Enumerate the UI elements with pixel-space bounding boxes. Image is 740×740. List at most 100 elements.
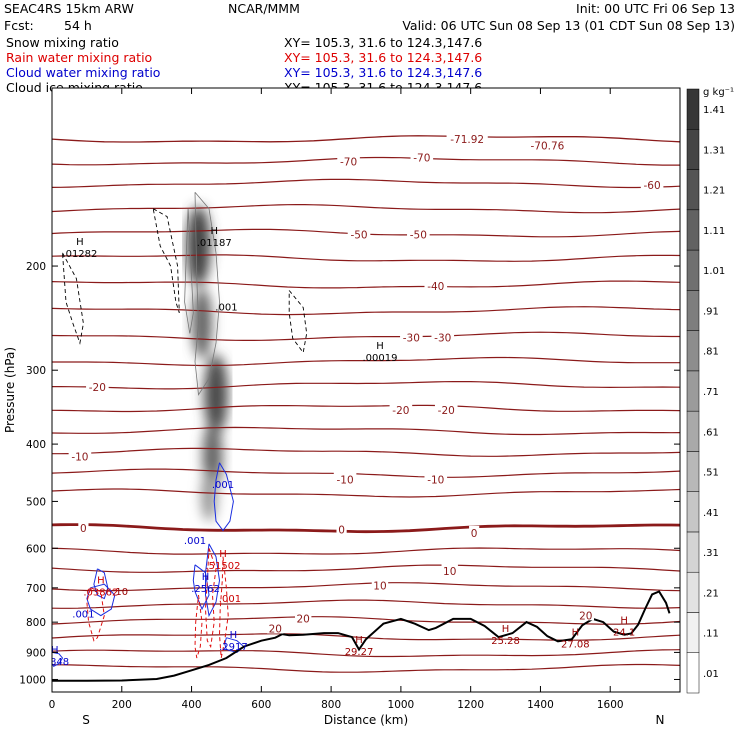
high-marker-value-3: .51502 xyxy=(205,561,240,572)
isotherm-11 xyxy=(52,404,680,413)
contour-labels: -70.76 -71.92 -70 -70 -60 -50 -50 -40 -30 -30 -20 -… xyxy=(40,132,664,668)
contour-label-7: -40 xyxy=(427,281,444,293)
contour-label-bg-13 xyxy=(68,449,92,462)
colorbar-label-8: .81 xyxy=(703,347,719,358)
contour-label-bg-6 xyxy=(407,227,430,240)
high-marker-10: H xyxy=(572,628,580,639)
contour-label-bg-2 xyxy=(410,150,434,163)
colorbar-label-10: 1.01 xyxy=(703,266,725,277)
x-tick-label-0: 0 xyxy=(49,699,56,711)
rain-contour-1 xyxy=(204,548,217,649)
isotherm-3 xyxy=(52,204,680,214)
high-marker-value-2: .00019 xyxy=(362,353,397,364)
rain-contour-2 xyxy=(218,556,229,659)
contour-label-bg-17 xyxy=(336,522,347,535)
shading-blob-4 xyxy=(201,471,217,522)
header: SEAC4RS 15km ARW NCAR/MMM Init: 00 UTC F… xyxy=(4,1,735,95)
contour-label-21: 20 xyxy=(297,614,310,626)
colorbar-bin-4 xyxy=(686,491,700,533)
high-marker-6: H xyxy=(230,630,238,641)
plot-area xyxy=(52,88,680,692)
colorbar-label-11: 1.11 xyxy=(703,226,725,237)
terrain xyxy=(52,590,671,682)
temperature-contours xyxy=(52,135,680,673)
high-marker-value-11: 24.1 xyxy=(613,628,635,639)
y-tick-label-5: 700 xyxy=(26,583,46,595)
high-marker-value-9: 25.28 xyxy=(491,636,520,647)
isotherm-13 xyxy=(52,447,680,457)
high-marker-value-7: .1848 xyxy=(40,657,69,668)
axes: 0 200 400 600 800 1000 1200 1400 160020030040050… xyxy=(19,88,680,711)
shading-blob-0 xyxy=(186,206,211,287)
plot-frame xyxy=(51,87,681,693)
isotherm-17 xyxy=(52,547,680,555)
field-label-snow: Snow mixing ratio xyxy=(6,35,119,50)
high-marker-0: H xyxy=(210,226,218,237)
colorbar-label-0: .01 xyxy=(703,669,719,680)
data-label-1: .001 xyxy=(212,480,234,491)
cloud-water-contour-0 xyxy=(213,462,234,532)
contour-label-23: 20 xyxy=(269,623,282,635)
cloud-water-contour-1 xyxy=(205,543,221,618)
high-marker-value-6: .2917 xyxy=(219,642,248,653)
isotherm-19 xyxy=(52,582,680,592)
y-tick-label-1: 300 xyxy=(26,365,46,377)
contour-label-bg-7 xyxy=(424,278,448,291)
fcst-label: Fcst: xyxy=(4,18,34,33)
data-label-0: .001 xyxy=(215,303,237,314)
fcst-value: 54 h xyxy=(64,18,92,33)
contour-label-18: 0 xyxy=(471,528,478,540)
contour-label-14: -10 xyxy=(336,474,353,486)
isotherm-20 xyxy=(52,599,680,609)
contour-label-bg-1 xyxy=(446,132,488,145)
cloud-water-contour-4 xyxy=(93,568,109,600)
colorbar-label-14: 1.41 xyxy=(703,105,725,116)
y-tick-label-0: 200 xyxy=(26,261,46,273)
colorbar-label-7: .71 xyxy=(703,387,719,398)
isotherm-7 xyxy=(52,306,680,316)
y-tick-label-4: 600 xyxy=(26,543,46,555)
ice-contour-0 xyxy=(194,191,220,396)
high-marker-7: H xyxy=(51,645,59,656)
colorbar-bin-9 xyxy=(686,290,700,331)
contour-label-bg-11 xyxy=(389,402,413,415)
y-tick-label-7: 900 xyxy=(26,647,46,659)
contour-label-bg-14 xyxy=(333,472,357,485)
contour-label-6: -50 xyxy=(410,230,427,242)
isotherm-6 xyxy=(52,280,680,289)
contour-label-bg-16 xyxy=(78,521,89,534)
terrain-line xyxy=(52,590,671,682)
contour-label-bg-0 xyxy=(526,138,569,151)
y-tick-label-3: 500 xyxy=(26,496,46,508)
x-tick-label-5: 1000 xyxy=(388,699,415,711)
contour-label-bg-4 xyxy=(640,178,664,191)
contour-label-12: -20 xyxy=(438,405,455,417)
shading-blob-1 xyxy=(192,288,213,359)
colorbar-label-1: .11 xyxy=(703,629,719,640)
cloud-water-contour-2 xyxy=(192,564,210,611)
contour-label-10: -20 xyxy=(89,382,106,394)
colorbar-label-2: .21 xyxy=(703,588,719,599)
contour-label-bg-3 xyxy=(337,154,360,167)
field-label-rain: Rain water mixing ratio xyxy=(6,50,152,65)
contour-label-bg-20 xyxy=(441,563,458,576)
isotherm-18 xyxy=(52,564,680,573)
contour-label-13: -10 xyxy=(71,452,88,464)
colorbar-label-12: 1.21 xyxy=(703,186,725,197)
contour-label-22: 20 xyxy=(579,610,592,622)
hydrometeor-contours xyxy=(52,191,308,667)
colorbar-label-4: .41 xyxy=(703,508,719,519)
isotherm-15 xyxy=(52,488,680,498)
contour-label-5: -50 xyxy=(350,230,367,242)
colorbar-label-13: 1.31 xyxy=(703,145,725,156)
high-marker-value-8: 29.27 xyxy=(345,647,374,658)
isotherm-16 xyxy=(52,523,680,534)
isotherm-1 xyxy=(52,156,680,166)
snow-contour-0 xyxy=(152,208,180,314)
colorbar-bin-13 xyxy=(686,129,700,170)
contour-label-bg-18 xyxy=(469,525,480,538)
contour-label-bg-10 xyxy=(86,379,109,392)
contour-label-20: 10 xyxy=(443,566,456,578)
y-tick-label-8: 1000 xyxy=(19,674,46,686)
high-marker-value-0: .01187 xyxy=(197,238,232,249)
